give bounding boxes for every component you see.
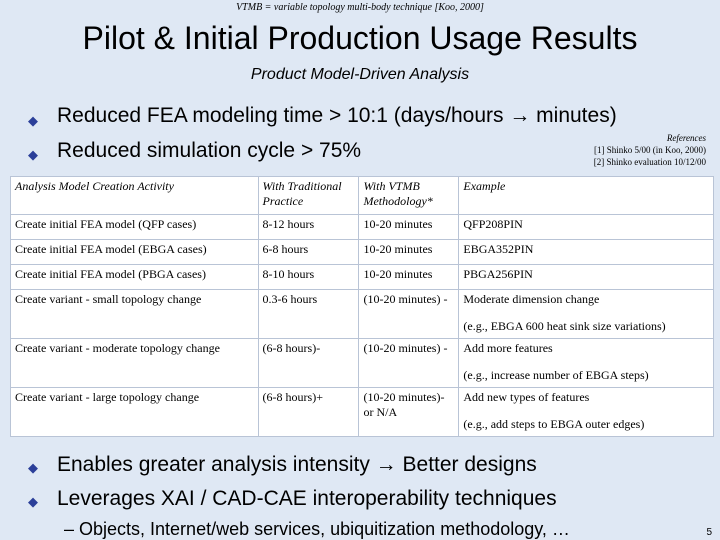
example-cell: PBGA256PIN: [458, 264, 714, 290]
table-row: Create variant - moderate topology chang…: [10, 338, 714, 388]
vtmb-cell: (10-20 minutes) -: [358, 289, 460, 339]
bullet-item: Enables greater analysis intensity → Bet…: [57, 453, 537, 476]
activity-cell: Create variant - large topology change: [10, 387, 259, 437]
vtmb-cell: 10-20 minutes: [358, 214, 460, 240]
page-title: Pilot & Initial Production Usage Results: [82, 20, 638, 56]
vtmb-cell: 10-20 minutes: [358, 264, 460, 290]
vtmb-cell: 10-20 minutes: [358, 239, 460, 265]
diamond-bullet-icon: ◆: [28, 460, 38, 475]
diamond-bullet-icon: ◆: [28, 494, 38, 509]
example-cell: QFP208PIN: [458, 214, 714, 240]
example-note: (e.g., increase number of EBGA steps): [463, 368, 649, 382]
traditional-cell: 0.3-6 hours: [257, 289, 360, 339]
example-label: Add new types of features: [463, 390, 590, 404]
reference-item: [1] Shinko 5/00 (in Koo, 2000): [594, 145, 706, 155]
sub-bullet-item: – Objects, Internet/web services, ubiqui…: [64, 519, 570, 539]
diamond-bullet-icon: ◆: [28, 113, 38, 128]
example-label: Moderate dimension change: [463, 292, 600, 306]
traditional-cell: 6-8 hours: [257, 239, 360, 265]
diamond-bullet-icon: ◆: [28, 147, 38, 162]
table-row: Create variant - large topology change (…: [10, 387, 714, 437]
table-row: Create initial FEA model (QFP cases) 8-1…: [10, 214, 714, 240]
bullet-item: Leverages XAI / CAD-CAE interoperability…: [57, 487, 557, 510]
bullet-item: Reduced FEA modeling time > 10:1 (days/h…: [57, 104, 617, 127]
column-header: Analysis Model Creation Activity: [10, 176, 259, 215]
references: References [1] Shinko 5/00 (in Koo, 2000…: [526, 132, 706, 168]
table-row: Create initial FEA model (EBGA cases) 6-…: [10, 239, 714, 265]
top-caption: VTMB = variable topology multi-body tech…: [236, 2, 484, 13]
activity-cell: Create initial FEA model (PBGA cases): [10, 264, 259, 290]
example-cell: EBGA352PIN: [458, 239, 714, 265]
references-heading: References: [666, 133, 706, 143]
example-note: (e.g., add steps to EBGA outer edges): [463, 417, 645, 431]
vtmb-cell: (10-20 minutes)- or N/A: [358, 387, 460, 437]
column-header: With Traditional Practice: [257, 176, 360, 215]
example-cell: Moderate dimension change (e.g., EBGA 60…: [458, 289, 714, 339]
activity-cell: Create variant - small topology change: [10, 289, 259, 339]
column-header: With VTMB Methodology*: [358, 176, 460, 215]
table-header-row: Analysis Model Creation Activity With Tr…: [10, 176, 714, 215]
activity-cell: Create variant - moderate topology chang…: [10, 338, 259, 388]
table-row: Create variant - small topology change 0…: [10, 289, 714, 339]
bullet-item: Reduced simulation cycle > 75%: [57, 139, 362, 162]
traditional-cell: 8-12 hours: [257, 214, 360, 240]
example-note: (e.g., EBGA 600 heat sink size variation…: [463, 319, 666, 333]
example-cell: Add more features (e.g., increase number…: [458, 338, 714, 388]
reference-item: [2] Shinko evaluation 10/12/00: [593, 157, 706, 167]
vtmb-cell: (10-20 minutes) -: [358, 338, 460, 388]
traditional-cell: 8-10 hours: [257, 264, 360, 290]
page-number: 5: [706, 527, 712, 538]
column-header: Example: [458, 176, 714, 215]
results-table: Analysis Model Creation Activity With Tr…: [10, 176, 714, 437]
example-label: Add more features: [463, 341, 553, 355]
table-row: Create initial FEA model (PBGA cases) 8-…: [10, 264, 714, 290]
traditional-cell: (6-8 hours)+: [257, 387, 360, 437]
activity-cell: Create initial FEA model (QFP cases): [10, 214, 259, 240]
activity-cell: Create initial FEA model (EBGA cases): [10, 239, 259, 265]
example-cell: Add new types of features (e.g., add ste…: [458, 387, 714, 437]
traditional-cell: (6-8 hours)-: [257, 338, 360, 388]
page-subtitle: Product Model-Driven Analysis: [250, 66, 470, 83]
